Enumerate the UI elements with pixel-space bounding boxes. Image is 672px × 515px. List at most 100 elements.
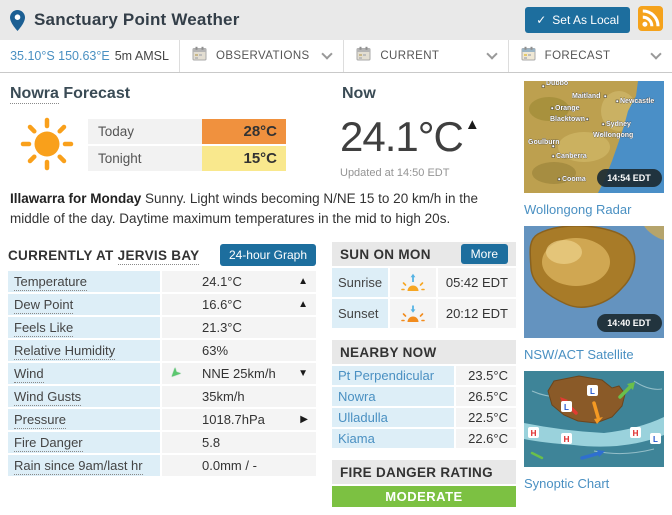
set-as-local-label: Set As Local bbox=[552, 13, 619, 27]
table-row: Relative Humidity 63% bbox=[8, 340, 316, 362]
synoptic-chart-link[interactable]: Synoptic Chart bbox=[524, 476, 610, 491]
feels-like-row-value: 21.3°C bbox=[162, 317, 316, 339]
updated-timestamp: Updated at 14:50 EDT bbox=[340, 167, 450, 180]
temperature-term[interactable]: Temperature bbox=[14, 274, 87, 292]
radar-timestamp: 14:54 EDT bbox=[597, 169, 662, 187]
forecast-location-term[interactable]: Nowra bbox=[10, 85, 59, 104]
pressure-term[interactable]: Pressure bbox=[14, 412, 67, 430]
forecast-heading-rest: Forecast bbox=[58, 85, 131, 102]
nav-menu-observations-label: OBSERVATIONS bbox=[216, 50, 310, 62]
radar-town-label: Wollongong bbox=[593, 132, 633, 139]
fire-danger-term[interactable]: Fire Danger bbox=[14, 435, 83, 453]
svg-text:L: L bbox=[564, 403, 569, 412]
sunrise-icon bbox=[390, 268, 436, 298]
calendar-icon bbox=[356, 46, 371, 66]
sun-more-button[interactable]: More bbox=[460, 244, 508, 265]
relative-humidity-value: 63% bbox=[202, 343, 229, 359]
bottom-row: CURRENTLY AT JERVIS BAY 24-hour Graph Te… bbox=[8, 242, 516, 508]
svg-text:14:40 EDT: 14:40 EDT bbox=[607, 318, 651, 328]
calendar-icon bbox=[521, 46, 536, 66]
nsw-act-satellite-link[interactable]: NSW/ACT Satellite bbox=[524, 347, 634, 362]
station-elevation: 5m AMSL bbox=[114, 49, 169, 63]
radar-town-label: Sydney bbox=[606, 121, 631, 128]
wollongong-radar-thumbnail[interactable]: Dubbo Maitland Newcastle Orange Blacktow… bbox=[524, 80, 666, 198]
rss-button[interactable] bbox=[638, 6, 663, 34]
nearby-temp: 22.5°C bbox=[456, 408, 516, 428]
radar-town-label: Blacktown bbox=[550, 116, 585, 123]
nav-menu-current[interactable]: CURRENT bbox=[344, 40, 509, 72]
temperature-value: 24.1°C bbox=[202, 274, 242, 290]
wind-direction-icon: ➤ bbox=[166, 364, 185, 383]
radar-town-label: Orange bbox=[555, 105, 580, 112]
now-block: Now 24.1°C ▲ Updated at 14:50 EDT bbox=[340, 83, 480, 179]
nearby-link-nowra[interactable]: Nowra bbox=[332, 387, 454, 407]
nearby-link-pt-perpendicular[interactable]: Pt Perpendicular bbox=[332, 366, 454, 386]
wind-row-label: Wind bbox=[8, 363, 160, 385]
sunset-icon bbox=[390, 299, 436, 329]
chevron-down-icon bbox=[321, 47, 333, 60]
set-as-local-button[interactable]: ✓ Set As Local bbox=[525, 7, 630, 33]
wind-gusts-row-value: 35km/h bbox=[162, 386, 316, 408]
feels-like-term[interactable]: Feels Like bbox=[14, 320, 74, 338]
calendar-icon bbox=[192, 46, 207, 66]
svg-text:H: H bbox=[633, 429, 639, 438]
page-title: Sanctuary Point Weather bbox=[34, 10, 240, 29]
dew-point-value: 16.6°C bbox=[202, 297, 242, 313]
forecast-body: Today 28°C Tonight 15°C bbox=[8, 115, 320, 176]
table-row: Sunset 20 bbox=[332, 299, 516, 329]
rain-term[interactable]: Rain since 9am/last hr bbox=[14, 458, 143, 476]
currently-section: CURRENTLY AT JERVIS BAY 24-hour Graph Te… bbox=[8, 242, 316, 507]
trend-up-icon: ▲ bbox=[298, 276, 308, 288]
synoptic-card: H H H L L L Synoptic Chart bbox=[524, 371, 666, 491]
station-name-term[interactable]: JERVIS BAY bbox=[117, 247, 200, 265]
wind-term[interactable]: Wind bbox=[14, 366, 44, 384]
sunny-weather-icon bbox=[20, 117, 74, 176]
main-area: Nowra Forecast bbox=[0, 73, 672, 508]
table-row: Rain since 9am/last hr 0.0mm / - bbox=[8, 455, 316, 477]
forecast-heading: Nowra Forecast bbox=[10, 85, 320, 104]
nearby-temp: 23.5°C bbox=[456, 366, 516, 386]
svg-text:L: L bbox=[590, 387, 595, 396]
nearby-link-kiama[interactable]: Kiama bbox=[332, 429, 454, 449]
table-row: Wind ➤ NNE 25km/h ▼ bbox=[8, 363, 316, 385]
current-temperature: 24.1°C ▲ bbox=[340, 113, 480, 160]
temperature-row-label: Temperature bbox=[8, 271, 160, 293]
wind-gusts-row-label: Wind Gusts bbox=[8, 386, 160, 408]
check-icon: ✓ bbox=[536, 13, 547, 27]
nearby-section-title: NEARBY NOW bbox=[340, 344, 437, 360]
feels-like-row-label: Feels Like bbox=[8, 317, 160, 339]
svg-text:H: H bbox=[564, 435, 570, 444]
24-hour-graph-button[interactable]: 24-hour Graph bbox=[219, 244, 316, 267]
nav-menu-forecast[interactable]: FORECAST bbox=[509, 40, 672, 72]
radar-town-label: Canberra bbox=[556, 153, 587, 160]
table-row: Feels Like 21.3°C bbox=[8, 317, 316, 339]
trend-down-icon: ▼ bbox=[298, 368, 308, 380]
table-row: Ulladulla 22.5°C bbox=[332, 408, 516, 428]
location-nav-bar: 35.10°S 150.63°E 5m AMSL OBSERVATIONS CU… bbox=[0, 40, 672, 73]
spacer bbox=[332, 330, 516, 340]
trend-steady-icon: ▶ bbox=[300, 414, 308, 426]
chevron-down-icon bbox=[650, 47, 662, 60]
table-row: Temperature 24.1°C ▲ bbox=[8, 271, 316, 293]
table-row: Pt Perpendicular 23.5°C bbox=[332, 366, 516, 386]
fire-danger-section-title: FIRE DANGER RATING bbox=[340, 464, 493, 480]
top-row: Nowra Forecast bbox=[8, 83, 516, 179]
wind-value: NNE 25km/h bbox=[202, 366, 276, 382]
nav-menu-observations[interactable]: OBSERVATIONS bbox=[180, 40, 345, 72]
dew-point-row-value: 16.6°C ▲ bbox=[162, 294, 316, 316]
relative-humidity-row-value: 63% bbox=[162, 340, 316, 362]
nsw-act-satellite-thumbnail[interactable]: 14:40 EDT bbox=[524, 225, 666, 343]
synoptic-chart-thumbnail[interactable]: H H H L L L bbox=[524, 371, 666, 472]
current-temperature-value: 24.1°C bbox=[340, 113, 464, 160]
relative-humidity-term[interactable]: Relative Humidity bbox=[14, 343, 116, 361]
radar-town-label: Maitland bbox=[572, 93, 600, 100]
rss-icon bbox=[638, 6, 663, 34]
currently-title-prefix: CURRENTLY AT bbox=[8, 247, 118, 263]
wind-gusts-term[interactable]: Wind Gusts bbox=[14, 389, 82, 407]
nearby-link-ulladulla[interactable]: Ulladulla bbox=[332, 408, 454, 428]
fire-danger-row-label: Fire Danger bbox=[8, 432, 160, 454]
dew-point-term[interactable]: Dew Point bbox=[14, 297, 74, 315]
wollongong-radar-link[interactable]: Wollongong Radar bbox=[524, 202, 632, 217]
forecast-today-label: Today bbox=[88, 118, 202, 144]
trend-up-icon: ▲ bbox=[298, 299, 308, 311]
